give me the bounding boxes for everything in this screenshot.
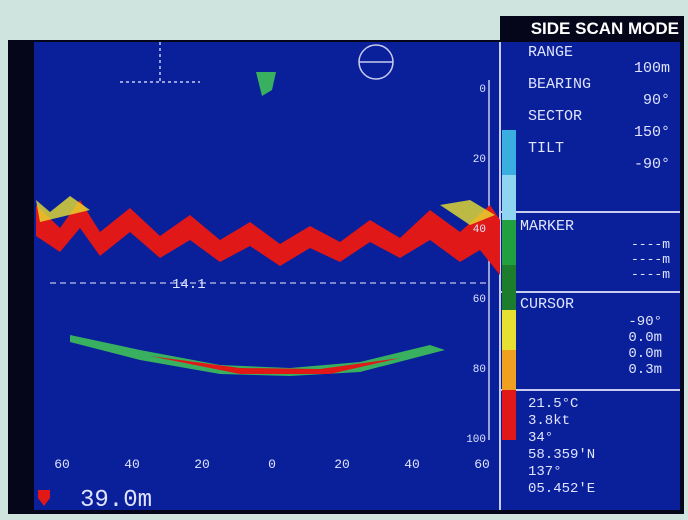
depth-tick-label: 20 [473, 154, 486, 166]
echo-band [36, 72, 500, 376]
cursor-entry: 0.0m [628, 330, 662, 346]
marker-title: MARKER [520, 218, 574, 235]
setting-value: 90° [643, 92, 670, 109]
mode-box [500, 16, 684, 42]
mode-title: SIDE SCAN MODE [531, 19, 679, 38]
range-tick-label: 20 [334, 457, 350, 472]
setting-label: BEARING [528, 76, 591, 93]
status-entry: 58.359'N [528, 447, 595, 463]
marker-label: 14.1 [172, 277, 206, 293]
cursor-entry: 0.0m [628, 346, 662, 362]
depth-tick-label: 40 [473, 224, 486, 236]
setting-value: -90° [634, 156, 670, 173]
depth-scale: 0 20 40 60 80 100 [466, 84, 486, 446]
status-entry: 3.8kt [528, 413, 570, 429]
status-entry: 137° [528, 464, 562, 480]
setting-value: 150° [634, 124, 670, 141]
depth-tick-label: 0 [479, 84, 486, 96]
setting-label: RANGE [528, 44, 573, 61]
info-panel [500, 42, 680, 510]
range-tick-label: 60 [474, 457, 490, 472]
depth-tick-label: 80 [473, 364, 486, 376]
range-tick-label: 40 [124, 457, 140, 472]
status-entry: 05.452'E [528, 481, 595, 497]
setting-value: 100m [634, 60, 670, 77]
panel-text: RANGE 100m BEARING 90° SECTOR 150° TILT -90° MAR… [520, 44, 670, 497]
cursor-title: CURSOR [520, 296, 574, 313]
horizontal-scale: 60 40 20 0 20 40 60 [54, 457, 490, 472]
marker-entry: ----m [631, 267, 670, 282]
depth-tick-label: 60 [473, 294, 486, 306]
setting-label: TILT [528, 140, 564, 157]
range-tick-label: 20 [194, 457, 210, 472]
display [34, 42, 500, 510]
marker-entry: ----m [631, 237, 670, 252]
cursor-entry: -90° [628, 314, 662, 330]
status-entry: 21.5°C [528, 396, 578, 412]
range-tick-label: 0 [268, 457, 276, 472]
range-tick-label: 60 [54, 457, 70, 472]
depth-tick-label: 100 [466, 434, 486, 446]
cursor-entry: 0.3m [628, 362, 662, 378]
panel-dividers [499, 42, 680, 510]
depth-readout: 39.0m [80, 487, 152, 514]
color-bar [502, 130, 516, 440]
status-entry: 34° [528, 430, 553, 446]
setting-label: SECTOR [528, 108, 582, 125]
depth-icon [38, 490, 50, 506]
marker-entry: ----m [631, 252, 670, 267]
range-tick-label: 40 [404, 457, 420, 472]
